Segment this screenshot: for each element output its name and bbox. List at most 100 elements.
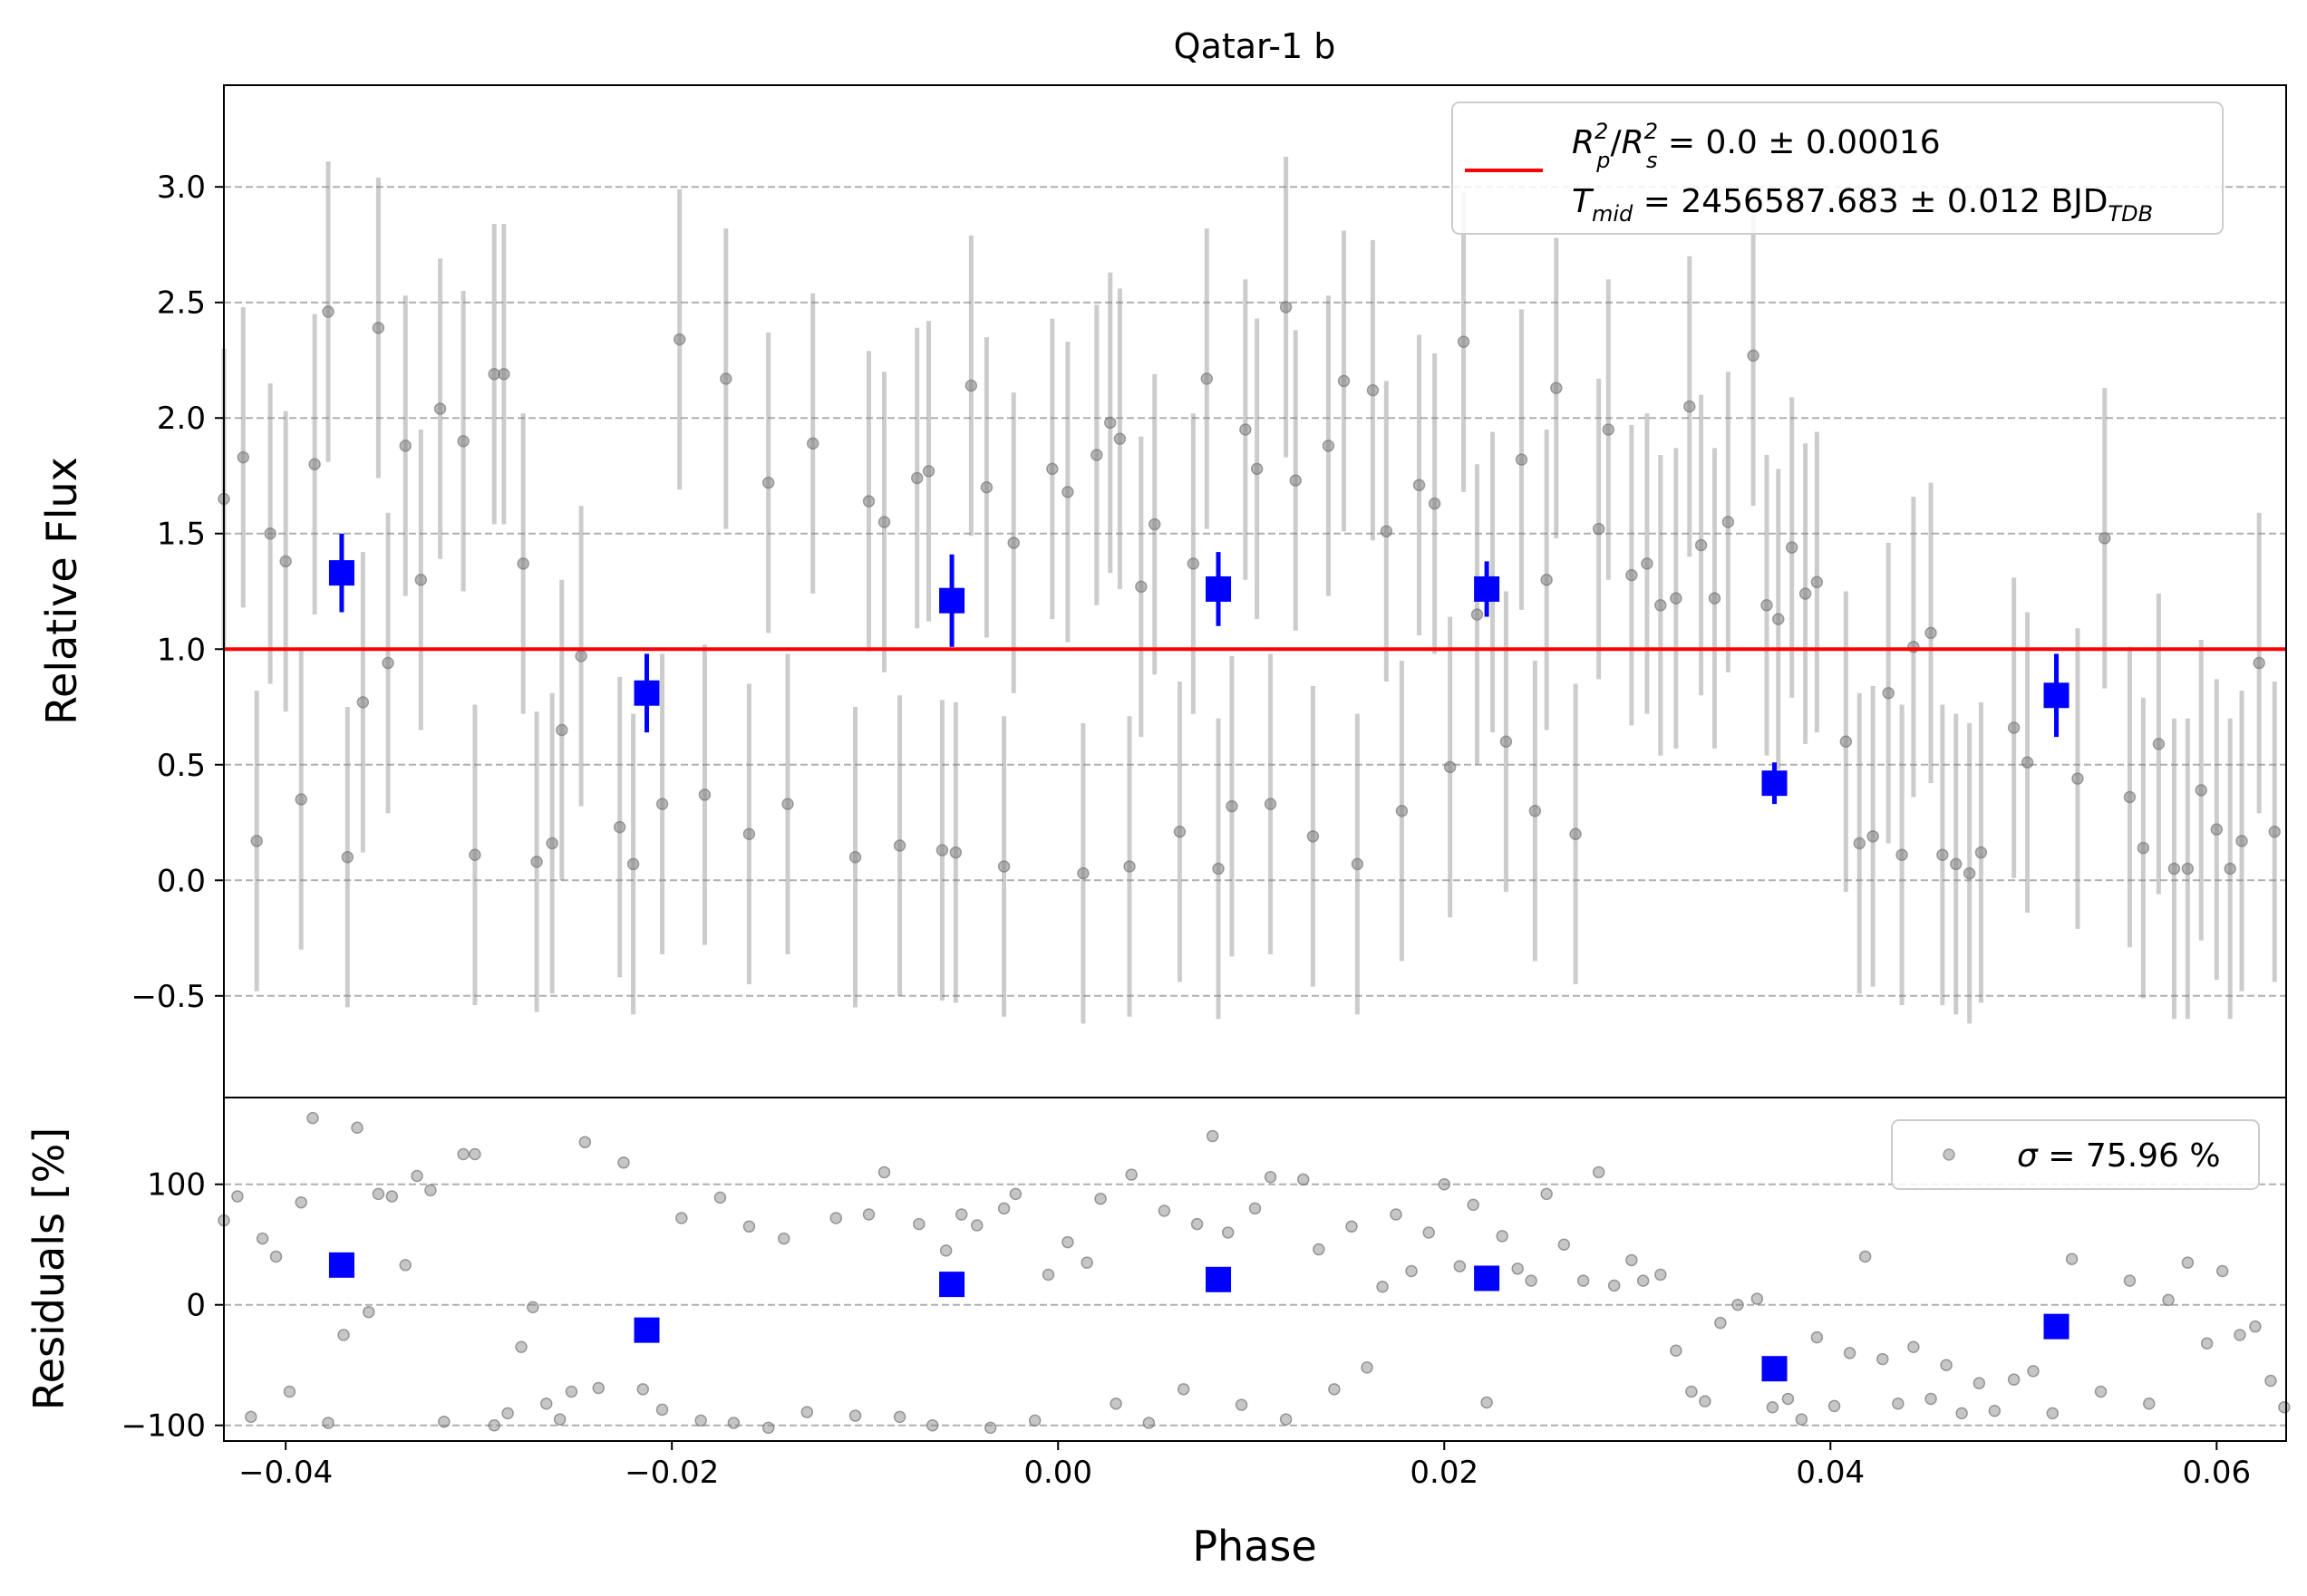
residuals-raw-point — [385, 1190, 399, 1203]
chart-title: Qatar-1 b — [1174, 26, 1336, 66]
residuals-raw-point — [322, 1417, 334, 1429]
residuals-raw-point — [527, 1301, 539, 1314]
flux-raw-point — [1007, 537, 1020, 549]
flux-raw-point — [1569, 827, 1582, 841]
flux-raw-point — [1046, 462, 1059, 476]
flux-binned-points — [328, 533, 2070, 805]
flux-raw-point — [2235, 835, 2248, 847]
flux-raw-point — [1499, 735, 1513, 749]
flux-raw-point — [949, 846, 963, 859]
residuals-raw-point — [351, 1121, 363, 1134]
residuals-raw-point — [2007, 1373, 2021, 1386]
residuals-raw-point — [761, 1421, 775, 1435]
residuals-raw-point — [1576, 1274, 1590, 1287]
flux-binned-point — [1761, 770, 1788, 797]
flux-raw-point — [1683, 400, 1696, 413]
residuals-binned-point — [634, 1317, 660, 1343]
flux-raw-point — [1077, 866, 1090, 880]
flux-raw-point — [517, 557, 529, 570]
flux-raw-point — [1306, 830, 1320, 843]
residuals-raw-point — [1955, 1407, 1968, 1420]
flux-raw-point — [1853, 837, 1866, 850]
flux-raw-point — [1113, 432, 1127, 445]
residuals-raw-point — [913, 1217, 926, 1231]
residuals-raw-point — [515, 1340, 528, 1354]
residuals-raw-point — [1297, 1173, 1310, 1186]
flux-raw-point — [1936, 848, 1949, 861]
residuals-raw-point — [1206, 1129, 1219, 1143]
flux-raw-point — [2021, 756, 2034, 769]
residuals-raw-point — [862, 1208, 876, 1221]
flux-raw-point — [922, 465, 935, 478]
residuals-raw-point — [1876, 1352, 1889, 1366]
flux-raw-point — [1279, 301, 1293, 314]
flux-raw-point — [626, 857, 640, 871]
flux-raw-point — [1061, 486, 1074, 498]
residuals-raw-point — [1940, 1359, 1953, 1371]
residuals-raw-point — [457, 1147, 470, 1161]
flux-raw-point — [469, 848, 481, 861]
flux-raw-point — [1747, 349, 1759, 363]
flux-raw-point — [1173, 825, 1187, 838]
flux-raw-point — [2137, 841, 2150, 855]
flux-raw-point — [848, 851, 862, 864]
flux-binned-point — [939, 587, 965, 614]
flux-raw-point — [1337, 374, 1351, 388]
residuals-raw-point — [1731, 1298, 1744, 1311]
residuals-raw-point — [848, 1409, 862, 1422]
residuals-raw-point — [2094, 1385, 2108, 1398]
residuals-raw-point — [1685, 1385, 1698, 1398]
residuals-raw-point — [1766, 1401, 1779, 1414]
flux-raw-point — [1708, 592, 1721, 605]
residuals-raw-point — [1496, 1230, 1508, 1243]
residuals-raw-point — [1592, 1166, 1605, 1179]
x-axis-label: Phase — [1192, 1522, 1316, 1571]
flux-raw-point — [2210, 823, 2224, 836]
flux-binned-point — [1206, 576, 1232, 602]
residuals-raw-point — [592, 1381, 605, 1395]
flux-raw-point — [250, 835, 263, 847]
flux-raw-point — [997, 860, 1011, 873]
residuals-raw-point — [1390, 1208, 1402, 1221]
flux-raw-point — [2123, 790, 2137, 804]
residuals-raw-point — [1061, 1235, 1074, 1249]
legend-residuals-marker — [1943, 1148, 1955, 1161]
flux-y-tick-label: −0.5 — [131, 979, 206, 1015]
residuals-raw-point — [1110, 1398, 1122, 1410]
residuals-raw-point — [283, 1385, 296, 1398]
residuals-raw-point — [2065, 1253, 2079, 1265]
flux-raw-point — [2099, 532, 2111, 545]
flux-raw-point — [1395, 805, 1409, 817]
residuals-raw-point — [742, 1220, 756, 1233]
residuals-raw-point — [1028, 1414, 1042, 1427]
residuals-raw-point — [1636, 1274, 1650, 1287]
x-tick-label: 0.04 — [1796, 1455, 1865, 1491]
flux-raw-point — [382, 656, 394, 670]
residuals-raw-point — [1177, 1383, 1190, 1396]
x-tick-label: 0.06 — [2182, 1455, 2251, 1491]
residuals-raw-point — [1438, 1177, 1451, 1191]
flux-y-tick-label: 1.5 — [157, 517, 206, 553]
residuals-raw-point — [636, 1383, 649, 1396]
residuals-raw-point — [2046, 1407, 2060, 1420]
residuals-raw-point — [2278, 1401, 2291, 1414]
residuals-raw-point — [2123, 1274, 2137, 1287]
flux-raw-point — [2224, 862, 2236, 875]
residuals-raw-point — [578, 1136, 592, 1148]
residuals-raw-point — [1158, 1204, 1171, 1217]
flux-raw-point — [1264, 798, 1277, 810]
flux-raw-point — [2007, 721, 2021, 734]
flux-raw-point — [237, 450, 250, 464]
residuals-raw-point — [800, 1406, 814, 1418]
flux-raw-point — [1135, 580, 1148, 594]
flux-raw-point — [1443, 760, 1457, 774]
x-tick-label: −0.02 — [625, 1455, 719, 1491]
legend-sigma: σ = 75.96 % — [2017, 1137, 2221, 1175]
flux-raw-point — [433, 402, 447, 415]
flux-raw-point — [1839, 735, 1853, 749]
flux-y-tick-label: 0.0 — [157, 863, 206, 899]
flux-y-tick-label: 2.0 — [157, 401, 206, 437]
residuals-y-tick-label: 0 — [186, 1288, 206, 1324]
residuals-y-axis-label: Residuals [%] — [24, 1127, 73, 1410]
flux-raw-point — [1641, 557, 1653, 570]
